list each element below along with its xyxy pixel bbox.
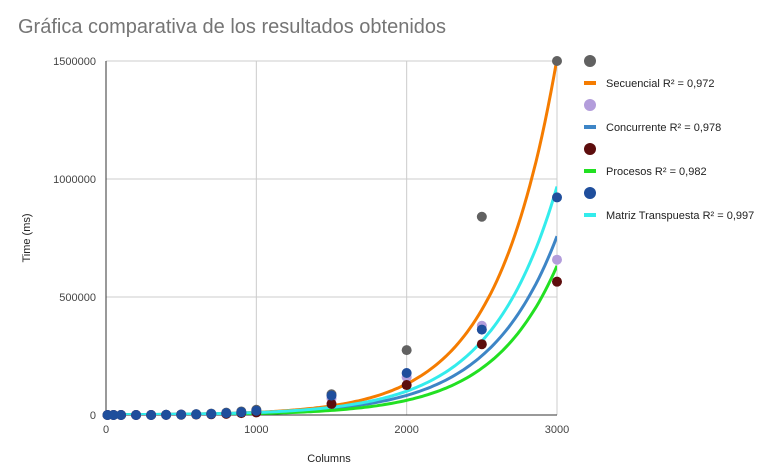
y-tick-label: 1500000	[53, 56, 96, 68]
legend-trend-label: Matriz Transpuesta R² = 0,997	[606, 210, 754, 222]
data-point-series-4	[146, 410, 157, 420]
data-point-series-4	[116, 410, 127, 420]
data-point-series-4	[251, 405, 262, 416]
data-point-series-4	[476, 324, 487, 335]
y-tick-label: 0	[90, 410, 96, 422]
data-point-series-4	[401, 367, 412, 378]
data-point-series-3	[326, 398, 337, 409]
data-point-series-4	[131, 410, 142, 420]
chart-title: Gráfica comparativa de los resultados ob…	[18, 16, 447, 38]
trendline-2	[106, 235, 557, 415]
legend-marker	[584, 55, 596, 67]
legend: Secuencial R² = 0,972 Concurrente R² = 0,…	[584, 55, 754, 222]
data-point-series-1	[401, 345, 412, 356]
data-point-series-4	[161, 409, 172, 420]
trendlines	[106, 59, 557, 415]
legend-trend-label: Secuencial R² = 0,972	[606, 78, 715, 90]
legend-marker	[584, 187, 596, 199]
data-point-series-4	[206, 408, 217, 419]
legend-trend-label: Procesos R² = 0,982	[606, 166, 707, 178]
tick-labels: 0 500000 1000000 1500000 0 1000 2000 3000	[53, 56, 569, 436]
data-points	[102, 56, 562, 420]
data-point-series-3	[401, 380, 412, 391]
data-point-series-4	[236, 407, 247, 418]
legend-marker	[584, 99, 596, 111]
x-tick-label: 0	[103, 424, 109, 436]
trendline-4	[106, 186, 557, 415]
data-point-series-3	[552, 276, 562, 287]
data-point-series-4	[221, 408, 232, 419]
grid-lines	[106, 60, 558, 415]
data-point-series-4	[191, 409, 202, 420]
data-point-series-4	[176, 409, 187, 420]
data-point-series-3	[476, 339, 487, 350]
y-tick-label: 500000	[59, 292, 96, 304]
data-point-series-1	[476, 211, 487, 222]
data-point-series-1	[552, 56, 562, 66]
legend-marker	[584, 143, 596, 155]
legend-trend-label: Concurrente R² = 0,978	[606, 122, 721, 134]
x-tick-label: 1000	[244, 424, 268, 436]
data-point-series-4	[108, 410, 119, 420]
data-point-series-4	[552, 192, 562, 203]
x-tick-label: 2000	[394, 424, 418, 436]
y-tick-label: 1000000	[53, 174, 96, 186]
data-point-series-4	[326, 390, 337, 401]
x-tick-label: 3000	[545, 424, 569, 436]
y-axis-title: Time (ms)	[21, 213, 33, 262]
x-axis-title: Columns	[307, 453, 351, 465]
data-point-series-2	[552, 254, 562, 265]
